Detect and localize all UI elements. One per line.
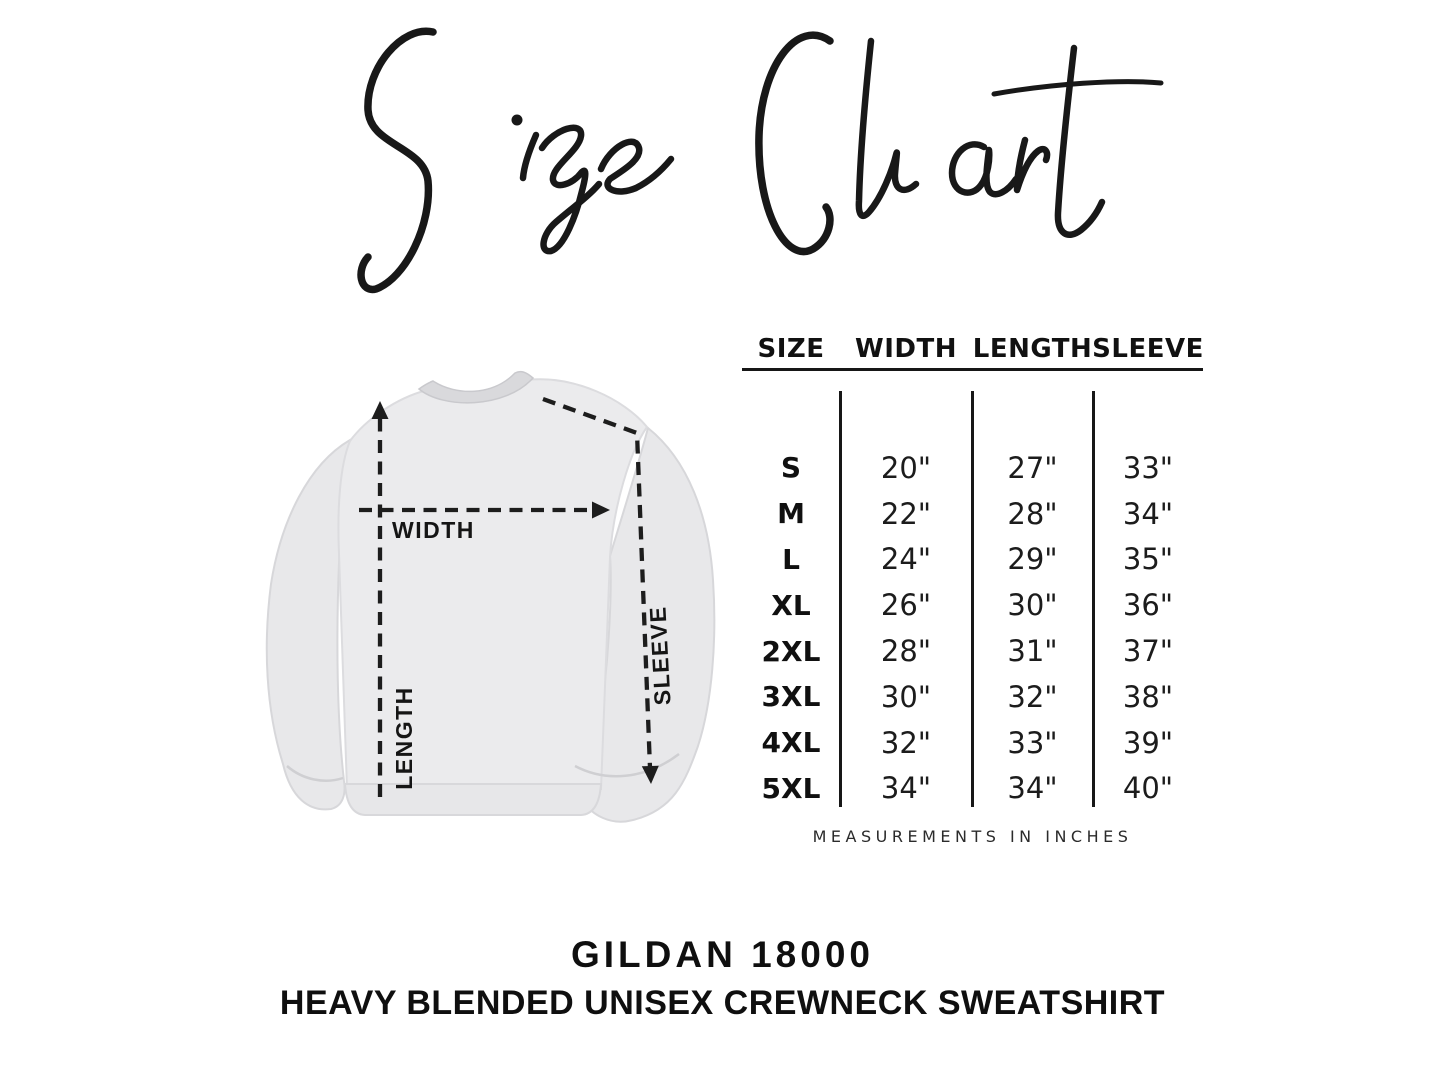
cell-length: 29" [1007, 542, 1058, 577]
product-code: GILDAN 18000 [571, 934, 874, 975]
sweatshirt-right-cuff-seam [574, 753, 680, 778]
product-name: HEAVY BLENDED UNISEX CREWNECK SWEATSHIRT [279, 984, 1166, 1022]
cell-size: S [780, 451, 802, 485]
size-table-header: SIZE WIDTH LENGTH SLEEVE [742, 330, 1203, 371]
cell-sleeve: 36" [1122, 588, 1174, 623]
cell-width: 24" [880, 542, 932, 577]
cell-length: 32" [1007, 679, 1058, 714]
cell-size: 2XL [761, 634, 821, 668]
sweatshirt-hem-band [343, 783, 603, 816]
sweatshirt-body [337, 378, 649, 790]
length-label: LENGTH [391, 686, 417, 790]
cell-size: 4XL [761, 726, 821, 760]
length-arrowhead-up [371, 401, 389, 419]
cell-width: 20" [880, 450, 932, 485]
cell-sleeve: 37" [1122, 634, 1174, 669]
cell-sleeve: 39" [1122, 725, 1174, 760]
sleeve-measure-line [542, 396, 653, 769]
sweatshirt-collar [417, 370, 535, 404]
cell-length: 34" [1007, 771, 1058, 806]
cell-sleeve: 35" [1122, 542, 1174, 577]
i-dot [511, 114, 523, 126]
cell-length: 28" [1007, 496, 1058, 531]
measurements-footnote: MEASUREMENTS IN INCHES [812, 827, 1133, 846]
cell-width: 28" [880, 634, 932, 669]
sweatshirt-left-cuff-seam [286, 765, 344, 782]
width-arrowhead-right [592, 501, 610, 519]
size-table-body: S 20" 27" 33" M 22" 28" 34" L 24" 29" 35… [742, 445, 1203, 811]
cell-size: M [777, 497, 805, 531]
size-table: SIZE WIDTH LENGTH SLEEVE S 20" 27" 33" M… [742, 330, 1203, 850]
cell-length: 31" [1007, 634, 1058, 669]
header-width: WIDTH [855, 334, 957, 364]
cell-size: XL [771, 588, 811, 622]
column-divider [971, 391, 974, 807]
width-label: WIDTH [392, 517, 475, 543]
column-divider [839, 391, 842, 807]
title-script-strokes [357, 27, 1164, 294]
sweatshirt-diagram: WIDTH LENGTH SLEEVE [265, 370, 716, 823]
cell-sleeve: 40" [1122, 771, 1174, 806]
cell-length: 33" [1007, 725, 1058, 760]
cell-size: L [782, 542, 800, 576]
cell-width: 30" [880, 679, 932, 714]
cell-width: 34" [880, 771, 932, 806]
cell-length: 27" [1007, 450, 1058, 485]
cell-length: 30" [1007, 588, 1058, 623]
header-length: LENGTH [972, 334, 1093, 364]
cell-sleeve: 34" [1122, 496, 1174, 531]
sleeve-label: SLEEVE [644, 605, 675, 706]
cell-width: 32" [880, 725, 932, 760]
cell-size: 5XL [761, 771, 821, 805]
sweatshirt-left-sleeve [265, 437, 352, 811]
cell-sleeve: 38" [1122, 679, 1174, 714]
cell-size: 3XL [761, 680, 821, 714]
header-sleeve: SLEEVE [1092, 334, 1204, 364]
cell-width: 26" [880, 588, 932, 623]
column-divider [1092, 391, 1095, 807]
sleeve-arrowhead-down [641, 765, 659, 784]
cell-sleeve: 33" [1122, 450, 1174, 485]
header-size: SIZE [757, 334, 825, 364]
cell-width: 22" [880, 496, 932, 531]
page-title [357, 27, 1164, 294]
